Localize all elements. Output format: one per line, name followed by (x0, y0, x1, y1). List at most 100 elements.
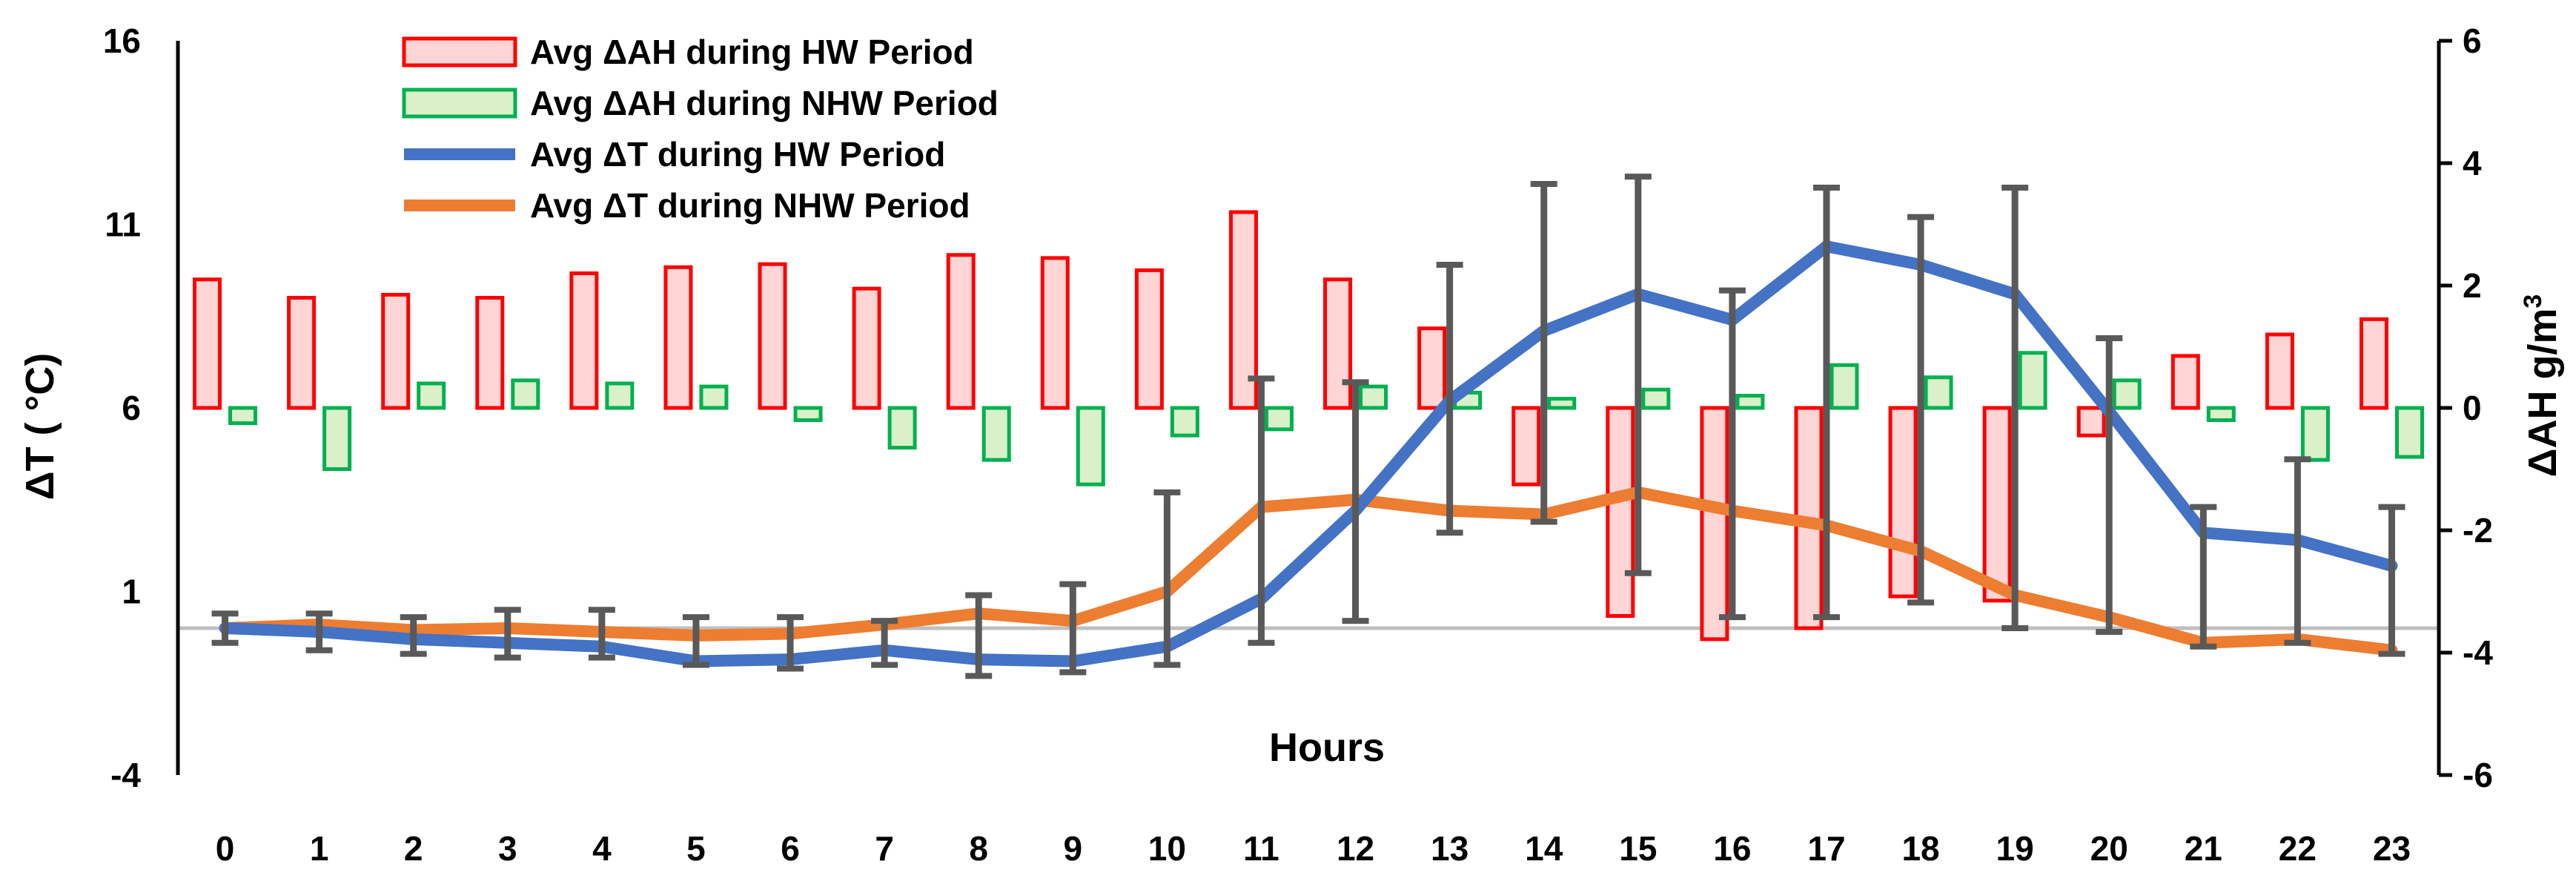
bar-hw-hour-1 (287, 296, 317, 410)
error-bar-hour-0 (211, 610, 239, 646)
bar-hw-hour-14 (1512, 406, 1541, 487)
bar-nhw-hour-4 (605, 381, 635, 410)
y-right-axis-title-sup: 3 (2519, 294, 2547, 309)
error-bar-hour-2 (400, 614, 427, 657)
bar-hw-hour-7 (852, 286, 881, 410)
error-bar-hour-18 (1907, 214, 1935, 606)
bar-nhw-hour-18 (1924, 375, 1953, 410)
legend-swatch-nhw-bar (402, 88, 517, 119)
bar-nhw-hour-9 (1076, 406, 1105, 487)
error-bar-hour-10 (1153, 489, 1181, 668)
y-left-tick-label: -4 (110, 756, 141, 794)
x-tick-label-hour-7: 7 (875, 829, 894, 868)
x-tick-label-hour-15: 15 (1619, 829, 1657, 868)
x-tick-label-hour-19: 19 (1996, 829, 2034, 868)
bar-nhw-hour-15 (1641, 387, 1671, 410)
x-tick-label-hour-5: 5 (686, 829, 706, 868)
bar-hw-hour-4 (569, 271, 599, 410)
bar-nhw-hour-1 (322, 406, 352, 471)
bar-nhw-hour-16 (1735, 394, 1765, 410)
y-left-axis-title: ΔT ( °C) (18, 353, 62, 500)
x-tick-label-hour-11: 11 (1243, 829, 1279, 868)
error-bar-hour-20 (2096, 334, 2123, 635)
bar-nhw-hour-2 (417, 381, 446, 410)
line-nhw-series (219, 486, 2398, 656)
bar-nhw-hour-10 (1170, 406, 1199, 438)
x-tick-label-hour-6: 6 (781, 829, 800, 868)
legend-label-hw-bar: Avg ΔAH during HW Period (530, 33, 974, 71)
bar-nhw-hour-19 (2018, 351, 2047, 410)
x-tick-label-hour-1: 1 (310, 829, 329, 868)
y-right-tick-label: -6 (2463, 756, 2493, 794)
x-tick-label-hour-9: 9 (1063, 829, 1082, 868)
error-bar-hour-16 (1718, 287, 1746, 621)
bar-nhw-hour-5 (699, 384, 729, 410)
bar-hw-hour-8 (946, 253, 976, 410)
bar-nhw-hour-3 (511, 378, 540, 410)
x-tick-label-hour-21: 21 (2185, 829, 2222, 868)
error-bar-hour-17 (1812, 185, 1840, 621)
error-bar-hour-4 (588, 607, 615, 661)
error-bar-hour-3 (494, 607, 521, 661)
bars-layer (193, 210, 2424, 642)
y-left-tick-label: 6 (122, 389, 141, 427)
error-bar-hour-7 (871, 618, 898, 668)
legend-swatch-hw-bar (402, 36, 517, 67)
error-bar-hour-1 (305, 610, 333, 653)
error-bar-hour-8 (965, 592, 993, 679)
x-tick-label-hour-22: 22 (2279, 829, 2317, 868)
x-tick-label-hour-23: 23 (2373, 829, 2411, 868)
y-left-tick-label: 1 (122, 573, 141, 611)
bar-hw-hour-18 (1888, 406, 1918, 599)
bar-nhw-hour-8 (981, 406, 1011, 462)
error-bar-hour-11 (1248, 375, 1275, 646)
legend-label-nhw-bar: Avg ΔAH during NHW Period (530, 84, 999, 122)
x-tick-label-hour-17: 17 (1807, 829, 1845, 868)
error-bars-layer (211, 174, 2406, 679)
x-tick-label-hour-0: 0 (216, 829, 235, 868)
bar-hw-hour-22 (2265, 332, 2294, 410)
x-tick-label-hour-16: 16 (1713, 829, 1751, 868)
bar-hw-hour-20 (2076, 406, 2106, 438)
bar-nhw-hour-22 (2300, 406, 2330, 462)
bar-hw-hour-0 (193, 277, 222, 410)
x-tick-label-hour-20: 20 (2090, 829, 2128, 868)
bar-hw-hour-11 (1228, 210, 1258, 410)
x-tick-label-hour-10: 10 (1148, 829, 1186, 868)
error-bar-hour-9 (1059, 581, 1087, 676)
error-bar-hour-6 (777, 614, 804, 672)
bar-nhw-hour-23 (2394, 406, 2424, 459)
bar-hw-hour-21 (2171, 354, 2200, 410)
bar-hw-hour-10 (1134, 268, 1164, 410)
x-axis-title: Hours (1269, 725, 1385, 770)
bar-nhw-hour-21 (2206, 406, 2236, 422)
bar-hw-hour-9 (1040, 256, 1070, 410)
legend-label-hw-line: Avg ΔT during HW Period (530, 135, 945, 174)
bar-hw-hour-2 (381, 292, 411, 410)
x-tick-label-hour-12: 12 (1337, 829, 1374, 868)
bar-nhw-hour-0 (228, 406, 258, 426)
y-right-axis-title-main: ΔAH g/m (2520, 309, 2565, 478)
bar-nhw-hour-14 (1547, 397, 1577, 410)
bar-hw-hour-15 (1606, 406, 1635, 618)
error-bar-hour-19 (2001, 185, 2029, 631)
error-bar-hour-23 (2378, 504, 2406, 657)
error-bar-hour-5 (682, 614, 709, 668)
error-bar-hour-14 (1530, 181, 1557, 525)
bar-nhw-hour-7 (887, 406, 917, 450)
y-right-axis-title: ΔAH g/m3 (2519, 294, 2565, 478)
error-bar-hour-13 (1436, 261, 1463, 536)
bar-hw-hour-6 (758, 262, 787, 410)
x-tick-label-hour-13: 13 (1431, 829, 1469, 868)
bar-hw-hour-12 (1323, 277, 1353, 410)
y-right-tick-label: 6 (2463, 22, 2482, 60)
bar-nhw-hour-17 (1830, 363, 1859, 410)
x-tick-label-hour-2: 2 (404, 829, 423, 868)
bar-hw-hour-5 (663, 265, 693, 410)
bar-hw-hour-23 (2359, 317, 2388, 410)
x-tick-label-hour-8: 8 (969, 829, 988, 868)
bar-nhw-hour-12 (1359, 384, 1388, 410)
bar-nhw-hour-11 (1264, 406, 1294, 432)
